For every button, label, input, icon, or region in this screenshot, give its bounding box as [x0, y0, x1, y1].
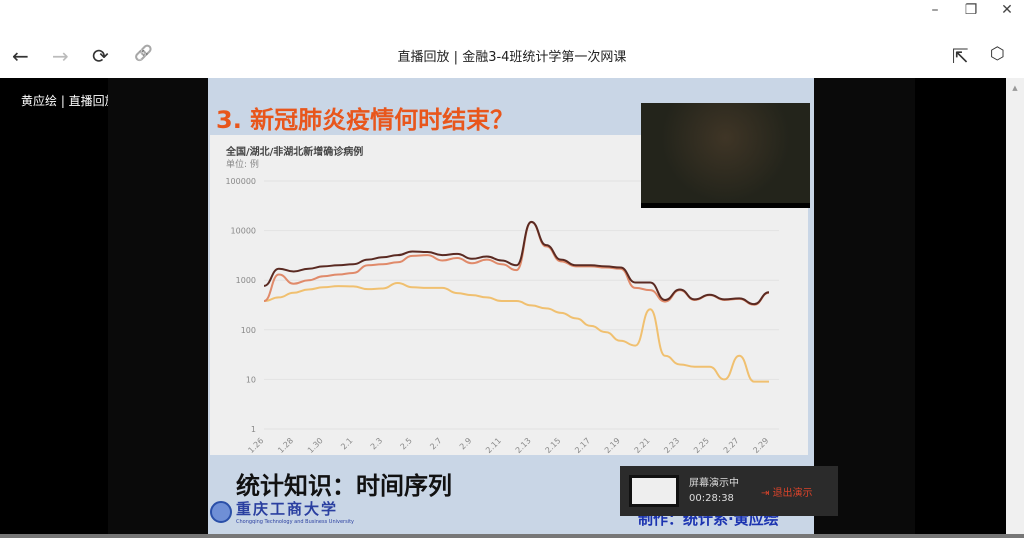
series-line — [263, 220, 770, 306]
y-tick-label: 1000 — [236, 276, 256, 285]
share-status: 屏幕演示中 — [689, 478, 739, 489]
x-tick-label: 1.26 — [246, 436, 265, 455]
forward-icon[interactable]: → — [52, 44, 69, 68]
page-title: 直播回放 | 金融3-4班统计学第一次网课 — [397, 50, 627, 65]
x-tick-label: 2.3 — [369, 436, 384, 451]
y-tick-label: 100000 — [225, 177, 256, 186]
university-logo: 重庆工商大学 Chongqing Technology and Business… — [210, 498, 354, 525]
stream-title: 黄应绘 | 直播回放 — [21, 94, 117, 108]
x-tick-label: 2.17 — [573, 436, 592, 455]
x-tick-label: 2.21 — [633, 436, 652, 455]
x-tick-label: 2.7 — [428, 436, 443, 451]
x-tick-label: 2.23 — [662, 436, 681, 455]
x-tick-label: 2.25 — [692, 436, 711, 455]
x-tick-label: 2.15 — [544, 436, 563, 455]
window-controls: – ❐ ✕ — [928, 2, 1014, 18]
y-tick-label: 100 — [241, 326, 256, 335]
x-tick-label: 1.30 — [306, 436, 325, 455]
x-tick-label: 2.1 — [339, 436, 354, 451]
share-timer: 00:28:38 — [689, 493, 734, 504]
y-tick-label: 10000 — [231, 227, 256, 236]
refresh-icon[interactable]: ⟳ — [92, 44, 109, 68]
slide-title: 3. 新冠肺炎疫情何时结束？ — [216, 106, 515, 134]
x-tick-label: 1.28 — [276, 436, 295, 455]
letterbox-left — [108, 78, 208, 536]
chart-unit: 单位: 例 — [226, 160, 259, 170]
scrollbar[interactable]: ▲ — [1006, 78, 1024, 536]
letterbox-right — [814, 78, 915, 536]
y-tick-label: 10 — [246, 375, 256, 384]
slide: 3. 新冠肺炎疫情何时结束？ 全国/湖北/非湖北新增确诊病例 单位: 例 1 10… — [208, 78, 814, 536]
x-tick-label: 2.5 — [399, 436, 414, 451]
scroll-up-icon[interactable]: ▲ — [1012, 84, 1018, 92]
exit-icon: ⇥ — [761, 487, 773, 499]
logo-cn: 重庆工商大学 — [236, 500, 339, 518]
screen-share-popup: 屏幕演示中 00:28:38 ⇥ 退出演示 — [620, 466, 838, 516]
chart-title: 全国/湖北/非湖北新增确诊病例 — [226, 147, 364, 158]
restore-button[interactable]: ❐ — [964, 2, 978, 18]
series-line — [263, 221, 770, 306]
bottom-bar — [0, 534, 1024, 538]
webcam-feed[interactable] — [641, 103, 810, 208]
cube-icon[interactable]: ⬡ — [990, 44, 1005, 64]
seal-icon — [210, 500, 232, 523]
back-icon[interactable]: ← — [12, 44, 29, 68]
x-tick-label: 2.9 — [458, 436, 473, 451]
x-tick-label: 2.19 — [603, 436, 622, 455]
chart-svg: 1 10 100 1000 10000 100000 1.26 1.28 1.30 2.1 2.3 2… — [225, 177, 779, 455]
exit-label: 退出演示 — [772, 487, 813, 499]
x-tick-label: 2.27 — [722, 436, 741, 455]
minimize-button[interactable]: – — [931, 2, 939, 18]
exit-presentation-button[interactable]: ⇥ 退出演示 — [761, 484, 813, 499]
x-tick-label: 2.13 — [514, 436, 533, 455]
x-tick-label: 2.11 — [484, 436, 503, 455]
nav-bar: ← → ⟳ 🔗 直播回放 | 金融3-4班统计学第一次网课 ⇱ ⬡ — [0, 40, 1024, 72]
link-icon[interactable]: 🔗 — [134, 44, 153, 62]
video-player[interactable]: 黄应绘 | 直播回放 3. 新冠肺炎疫情何时结束？ 全国/湖北/非湖北新增确诊病… — [0, 78, 1006, 536]
share-icon[interactable]: ⇱ — [952, 44, 969, 68]
slide-subtitle: 统计知识：时间序列 — [236, 472, 452, 500]
y-tick-label: 1 — [251, 425, 256, 434]
series-line — [263, 281, 769, 383]
x-tick-label: 2.29 — [751, 436, 770, 455]
screen-thumbnail — [629, 475, 679, 507]
close-button[interactable]: ✕ — [1001, 2, 1013, 18]
logo-en: Chongqing Technology and Business Univer… — [236, 519, 355, 525]
